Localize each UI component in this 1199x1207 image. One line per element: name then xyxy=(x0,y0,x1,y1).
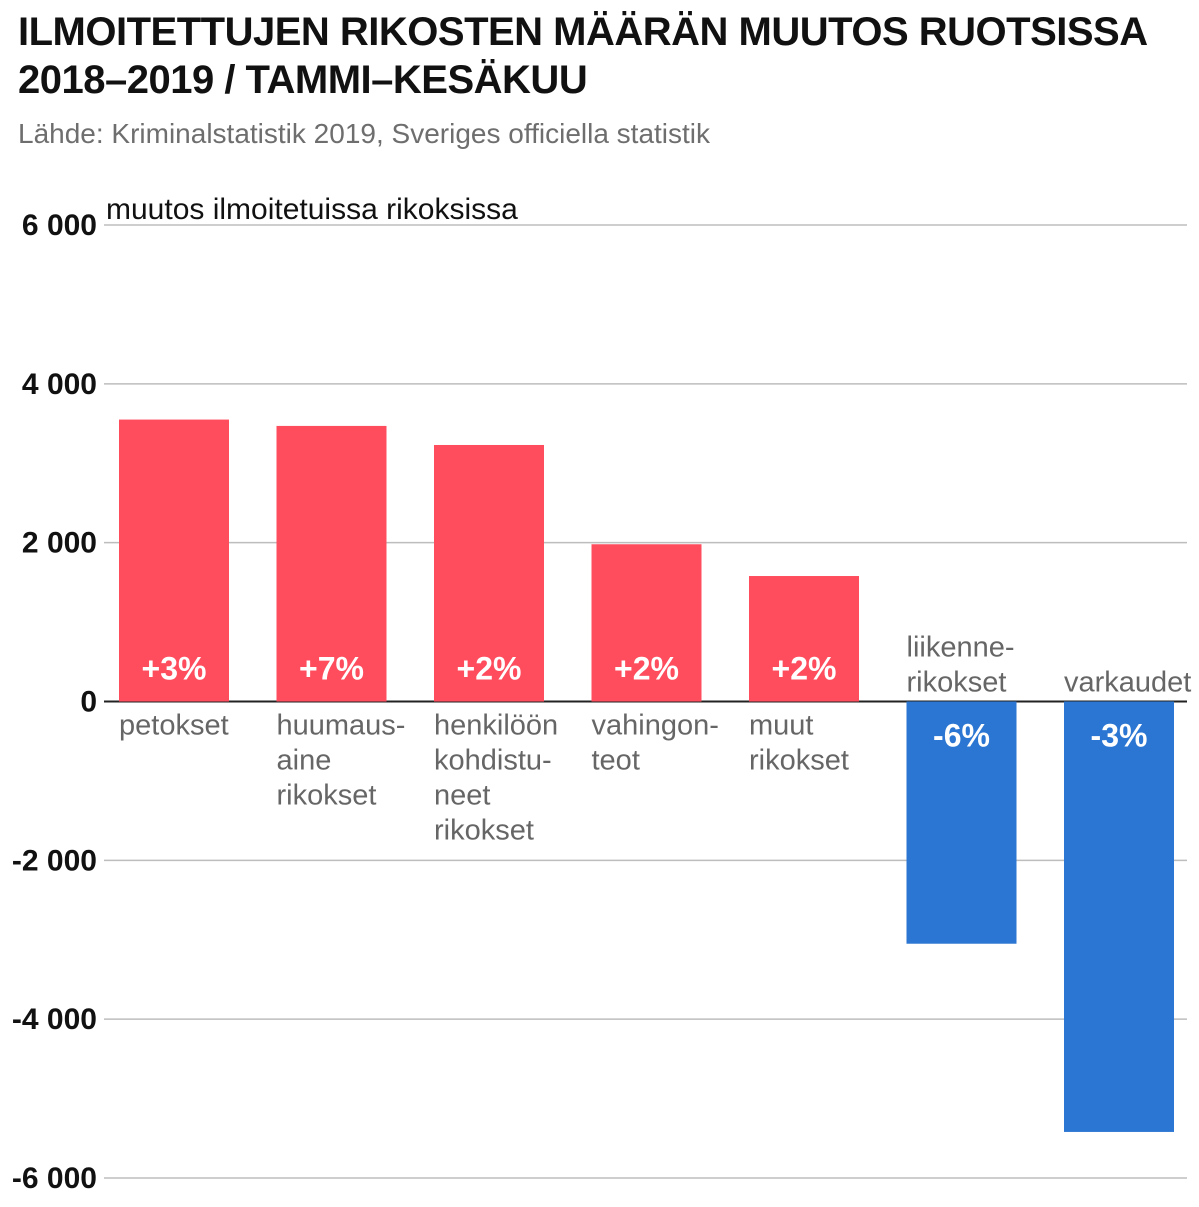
chart-title: ILMOITETTUJEN RIKOSTEN MÄÄRÄN MUUTOS RUO… xyxy=(18,8,1188,104)
category-label: muut rikokset xyxy=(749,710,849,777)
bar-data-label: +2% xyxy=(614,651,679,687)
category-label: varkaudet xyxy=(1064,667,1191,699)
bar xyxy=(749,576,859,702)
category-label-line: rikokset xyxy=(434,815,534,847)
category-label-line: rikokset xyxy=(277,780,377,812)
bar xyxy=(276,425,387,702)
category-label-line: liikenne- xyxy=(907,632,1015,664)
y-axis-label: muutos ilmoitetuissa rikoksissa xyxy=(106,193,518,226)
chart-title-line-1: ILMOITETTUJEN RIKOSTEN MÄÄRÄN MUUTOS RUO… xyxy=(18,10,1148,54)
category-label-line: rikokset xyxy=(907,667,1007,699)
y-tick-label: 6 000 xyxy=(22,209,97,242)
y-tick-label: 0 xyxy=(80,686,97,719)
bar-data-label: +3% xyxy=(142,651,207,687)
category-label-line: aine xyxy=(277,745,332,777)
category-label: huumaus-aine rikokset xyxy=(277,710,406,812)
category-label-line: huumaus- xyxy=(277,710,406,742)
bar-data-label: -3% xyxy=(1091,718,1148,754)
y-tick-label: -2 000 xyxy=(12,844,97,877)
bar xyxy=(119,419,229,702)
category-label: henkilöön kohdistu-neet rikokset xyxy=(434,710,558,847)
chart-title-line-2: 2018–2019 / TAMMI–KESÄKUU xyxy=(18,58,588,102)
category-label-line: muut xyxy=(749,710,813,742)
category-label-line: vahingon- xyxy=(592,710,719,742)
bar-data-label: +2% xyxy=(772,651,837,687)
category-label-line: neet xyxy=(434,780,490,812)
y-tick-label: -4 000 xyxy=(12,1003,97,1036)
bar xyxy=(1064,701,1174,1132)
category-label-line: petokset xyxy=(119,710,229,742)
labels: 6 000 4 000 2 000 0 -2 000 -4 000 -6 000 muutos… xyxy=(12,193,1191,1195)
bar-data-label: +7% xyxy=(299,651,364,687)
bar xyxy=(434,444,544,702)
bar xyxy=(591,544,702,702)
category-label-line: henkilöön xyxy=(434,710,558,742)
category-label: liikenne-rikokset xyxy=(907,632,1015,699)
category-label-line: kohdistu- xyxy=(434,745,552,777)
category-label: vahingon-teot xyxy=(592,710,719,777)
category-label-line: varkaudet xyxy=(1064,667,1191,699)
category-label: petokset xyxy=(119,710,229,742)
category-label-line: rikokset xyxy=(749,745,849,777)
bar xyxy=(906,701,1017,944)
chart-subtitle: Lähde: Kriminalstatistik 2019, Sveriges … xyxy=(18,118,711,149)
y-tick-label: -6 000 xyxy=(12,1162,97,1195)
bars xyxy=(119,419,1174,1132)
category-label-line: teot xyxy=(592,745,640,777)
y-tick-label: 2 000 xyxy=(22,527,97,560)
bar-data-label: +2% xyxy=(457,651,522,687)
y-tick-label: 4 000 xyxy=(22,368,97,401)
bar-data-label: -6% xyxy=(933,718,990,754)
